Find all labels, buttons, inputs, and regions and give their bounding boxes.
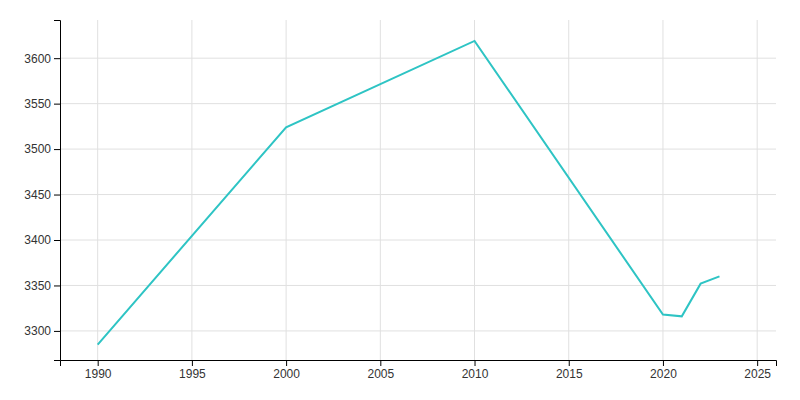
- tick-label: 2005: [367, 367, 394, 381]
- grid-line: [757, 20, 758, 360]
- tick: 2025: [744, 360, 771, 381]
- grid-line: [60, 330, 776, 331]
- tick: 2020: [650, 360, 677, 381]
- tick-label: 1995: [179, 367, 206, 381]
- grid-line: [191, 20, 192, 360]
- tick-mark: [98, 360, 99, 366]
- tick-label: 3600: [24, 52, 51, 66]
- tick-mark: [54, 104, 60, 105]
- tick-mark: [54, 331, 60, 332]
- x-axis: 1990 1995 2000 2005 2010 2015 2020 2025: [61, 360, 777, 381]
- tick-label: 1990: [85, 367, 112, 381]
- grid: [60, 20, 776, 360]
- tick-mark: [192, 360, 193, 366]
- y-axis: 3300 3350 3400 3450 3500 3550 3600: [24, 21, 60, 361]
- tick: 3450: [24, 188, 60, 202]
- grid-line: [60, 58, 776, 59]
- tick-label: 2025: [744, 367, 771, 381]
- tick-mark: [54, 195, 60, 196]
- tick-label: 3450: [24, 188, 51, 202]
- tick-mark: [54, 285, 60, 286]
- tick: 2010: [462, 360, 489, 381]
- grid-line: [60, 285, 776, 286]
- tick-label: 2020: [650, 367, 677, 381]
- tick: 3550: [24, 97, 60, 111]
- tick-label: 3550: [24, 97, 51, 111]
- grid-line: [60, 240, 776, 241]
- grid-line: [97, 20, 98, 360]
- series: [98, 41, 720, 345]
- tick-mark: [54, 240, 60, 241]
- tick: 3500: [24, 142, 60, 156]
- tick-label: 2015: [556, 367, 583, 381]
- tick-label: 2000: [273, 367, 300, 381]
- grid-line: [60, 103, 776, 104]
- tick: 3300: [24, 324, 60, 338]
- tick-label: 3350: [24, 279, 51, 293]
- tick: 2015: [556, 360, 583, 381]
- tick-label: 3400: [24, 233, 51, 247]
- tick-mark: [54, 149, 60, 150]
- tick: 2000: [273, 360, 300, 381]
- grid-line: [474, 20, 475, 360]
- tick-label: 3300: [24, 324, 51, 338]
- tick: 2005: [367, 360, 394, 381]
- grid-line: [662, 20, 663, 360]
- grid-line: [286, 20, 287, 360]
- chart: 1990 1995 2000 2005 2010 2015 2020 2025 3300 3350…: [0, 0, 800, 400]
- tick-label: 3500: [24, 142, 51, 156]
- tick: 3350: [24, 279, 60, 293]
- plot-area: 1990 1995 2000 2005 2010 2015 2020 2025 3300 3350…: [24, 20, 776, 381]
- tick-label: 2010: [462, 367, 489, 381]
- axis-line: [54, 21, 61, 361]
- tick-mark: [286, 360, 287, 366]
- tick: 1995: [179, 360, 206, 381]
- axis-line: [61, 361, 777, 367]
- grid-line: [60, 149, 776, 150]
- tick-mark: [380, 360, 381, 366]
- tick-mark: [757, 360, 758, 366]
- tick: 1990: [85, 360, 112, 381]
- tick-mark: [569, 360, 570, 366]
- grid-line: [60, 194, 776, 195]
- tick: 3600: [24, 52, 60, 66]
- grid-line: [568, 20, 569, 360]
- line: [98, 41, 720, 345]
- tick: 3400: [24, 233, 60, 247]
- grid-line: [380, 20, 381, 360]
- tick-mark: [663, 360, 664, 366]
- tick-mark: [54, 58, 60, 59]
- tick-mark: [475, 360, 476, 366]
